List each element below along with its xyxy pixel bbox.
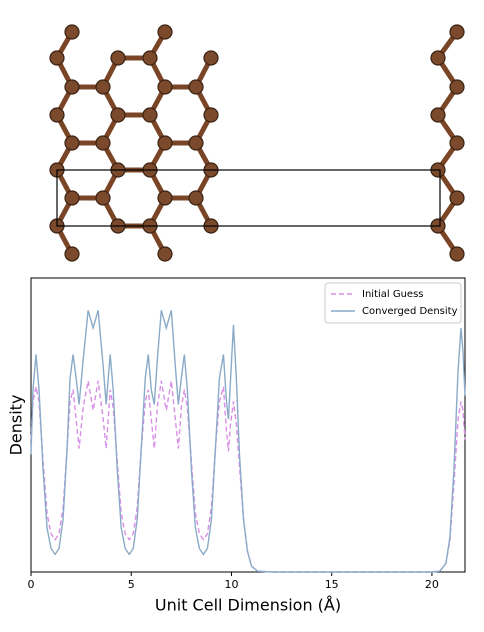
atom (430, 50, 446, 66)
atom (449, 79, 465, 95)
atom (64, 190, 80, 206)
x-tick-label: 0 (28, 578, 35, 591)
atom (64, 24, 80, 40)
atom (110, 50, 126, 66)
atom (64, 246, 80, 262)
atom (449, 190, 465, 206)
atom (142, 50, 158, 66)
atom (64, 79, 80, 95)
legend-label: Converged Density (362, 306, 458, 317)
series-line (30, 380, 466, 573)
x-tick-label: 20 (425, 578, 439, 591)
atom (188, 135, 204, 151)
legend-label: Initial Guess (362, 289, 424, 300)
atom (142, 107, 158, 123)
series-line (30, 310, 466, 573)
atom (95, 190, 111, 206)
x-tick-label: 5 (128, 578, 135, 591)
unit-cell (56, 169, 441, 227)
atom (449, 246, 465, 262)
x-axis-label: Unit Cell Dimension (Å) (155, 596, 341, 615)
atom (203, 50, 219, 66)
atom (157, 246, 173, 262)
atom (157, 190, 173, 206)
atom (157, 79, 173, 95)
atom (64, 135, 80, 151)
atom (95, 79, 111, 95)
x-tick-label: 10 (224, 578, 238, 591)
atom (157, 135, 173, 151)
x-tick-label: 15 (325, 578, 339, 591)
atom (449, 135, 465, 151)
atom (110, 107, 126, 123)
atom (49, 107, 65, 123)
atom (203, 107, 219, 123)
atom (188, 190, 204, 206)
atom (188, 79, 204, 95)
atom (95, 135, 111, 151)
atom (449, 24, 465, 40)
legend-box (324, 282, 462, 324)
atom (49, 50, 65, 66)
plot-frame (30, 277, 466, 573)
y-axis-label: Density (7, 395, 26, 456)
atom (430, 107, 446, 123)
structure-diagram (49, 24, 465, 262)
atom (157, 24, 173, 40)
